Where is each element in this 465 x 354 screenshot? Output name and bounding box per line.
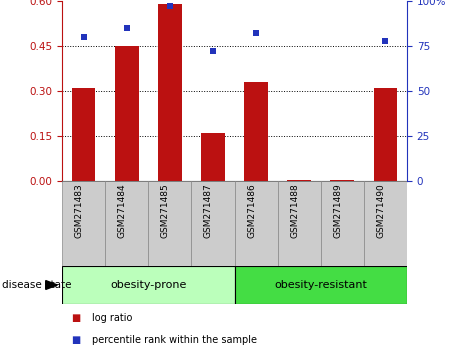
Bar: [201, 133, 225, 181]
Text: GSM271483: GSM271483: [74, 184, 84, 238]
Bar: [105, 181, 148, 266]
Bar: [278, 181, 321, 266]
Text: obesity-prone: obesity-prone: [110, 280, 186, 290]
Bar: [321, 181, 364, 266]
Bar: [234, 181, 278, 266]
Point: [80, 34, 87, 40]
Text: GSM271485: GSM271485: [161, 184, 170, 238]
Text: GSM271486: GSM271486: [247, 184, 256, 238]
Bar: [287, 179, 311, 181]
Text: obesity-resistant: obesity-resistant: [274, 280, 367, 290]
Text: ■: ■: [71, 335, 80, 345]
Point: [209, 48, 217, 54]
Text: disease state: disease state: [2, 280, 72, 290]
Text: GSM271484: GSM271484: [118, 184, 126, 238]
Bar: [244, 82, 268, 181]
Text: GSM271489: GSM271489: [333, 184, 342, 238]
Text: GSM271488: GSM271488: [290, 184, 299, 238]
Bar: [331, 179, 354, 181]
Bar: [158, 4, 182, 181]
Text: percentile rank within the sample: percentile rank within the sample: [92, 335, 257, 345]
Text: log ratio: log ratio: [92, 313, 133, 323]
Text: ■: ■: [71, 313, 80, 323]
Bar: [234, 266, 407, 304]
Bar: [72, 88, 95, 181]
Text: GSM271487: GSM271487: [204, 184, 213, 238]
Bar: [62, 181, 105, 266]
Point: [382, 38, 389, 44]
Text: GSM271490: GSM271490: [377, 184, 385, 238]
Point: [252, 30, 260, 36]
Bar: [115, 46, 139, 181]
Bar: [62, 266, 234, 304]
Bar: [192, 181, 234, 266]
Point: [123, 25, 130, 31]
Bar: [373, 88, 397, 181]
Polygon shape: [46, 281, 57, 290]
Bar: [364, 181, 407, 266]
Bar: [148, 181, 192, 266]
Point: [166, 4, 173, 9]
